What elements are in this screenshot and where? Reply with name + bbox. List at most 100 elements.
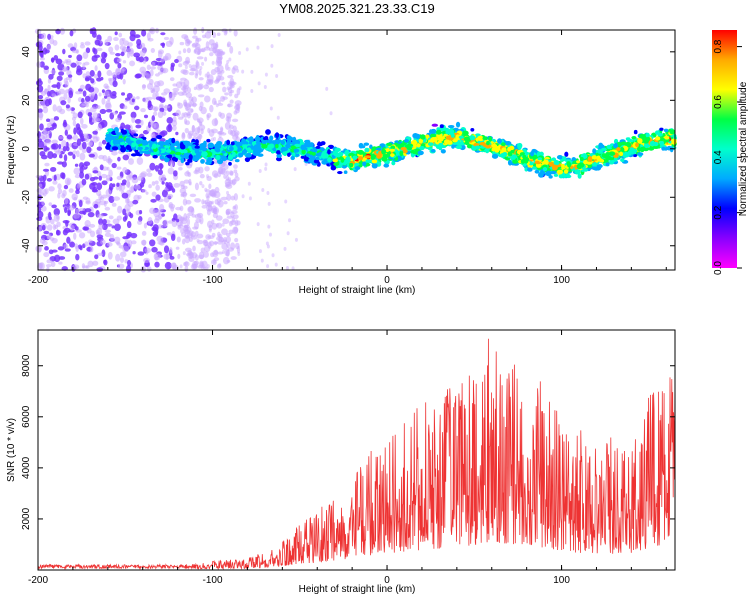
noise-point bbox=[39, 238, 46, 244]
noise-point bbox=[234, 237, 239, 243]
signal-point bbox=[215, 147, 221, 153]
noise-point bbox=[159, 103, 164, 108]
noise-point bbox=[100, 239, 106, 245]
noise-point bbox=[197, 133, 203, 140]
signal-point bbox=[406, 146, 413, 151]
noise-point bbox=[247, 181, 251, 186]
noise-point bbox=[94, 93, 98, 101]
noise-point bbox=[104, 39, 109, 46]
noise-point bbox=[127, 259, 132, 267]
noise-point bbox=[223, 201, 228, 205]
noise-point bbox=[107, 35, 113, 42]
colorbar-label: Normalized spectral amplitude bbox=[738, 81, 749, 216]
noise-point bbox=[216, 32, 221, 36]
signal-point bbox=[337, 171, 343, 175]
signal-point bbox=[282, 150, 288, 157]
noise-point bbox=[220, 196, 228, 201]
noise-point bbox=[188, 71, 195, 76]
noise-point bbox=[206, 264, 210, 269]
noise-point bbox=[168, 93, 175, 101]
signal-point bbox=[494, 146, 501, 151]
noise-point bbox=[76, 138, 82, 146]
signal-point bbox=[255, 146, 262, 153]
noise-point bbox=[53, 208, 61, 216]
noise-point bbox=[57, 246, 65, 251]
noise-point bbox=[103, 259, 107, 265]
signal-point bbox=[313, 159, 320, 164]
noise-point bbox=[79, 166, 84, 174]
noise-point bbox=[56, 161, 64, 165]
noise-point bbox=[208, 86, 214, 93]
noise-point bbox=[169, 255, 175, 260]
signal-point bbox=[623, 151, 629, 158]
noise-point bbox=[228, 229, 234, 235]
signal-point bbox=[592, 162, 597, 168]
noise-point bbox=[182, 185, 188, 190]
noise-point bbox=[270, 44, 274, 49]
signal-point bbox=[301, 149, 306, 155]
noise-point bbox=[229, 81, 237, 86]
noise-point bbox=[187, 206, 194, 213]
signal-point bbox=[550, 170, 557, 175]
signal-point bbox=[228, 161, 232, 166]
noise-point bbox=[166, 232, 173, 236]
signal-point bbox=[659, 127, 664, 131]
noise-point bbox=[216, 70, 222, 75]
noise-point bbox=[96, 136, 100, 142]
signal-point bbox=[646, 136, 651, 142]
noise-point bbox=[83, 226, 89, 231]
noise-point bbox=[225, 170, 230, 176]
noise-point bbox=[211, 60, 215, 65]
noise-point bbox=[38, 95, 44, 100]
noise-point bbox=[236, 68, 240, 73]
noise-point bbox=[209, 52, 214, 57]
noise-point bbox=[46, 224, 53, 231]
noise-point bbox=[104, 62, 110, 70]
noise-point bbox=[76, 183, 81, 189]
signal-point bbox=[553, 173, 559, 177]
noise-point bbox=[141, 230, 147, 236]
noise-point bbox=[81, 263, 86, 269]
noise-point bbox=[131, 116, 136, 124]
noise-point bbox=[204, 31, 212, 39]
signal-point bbox=[433, 136, 438, 143]
noise-point bbox=[64, 248, 71, 252]
noise-point bbox=[184, 102, 191, 111]
noise-point bbox=[241, 69, 245, 74]
noise-point bbox=[87, 260, 94, 268]
noise-point bbox=[98, 175, 102, 181]
signal-point bbox=[206, 138, 211, 143]
noise-point bbox=[155, 27, 159, 34]
noise-point bbox=[200, 128, 204, 135]
signal-point bbox=[601, 147, 607, 151]
noise-point bbox=[52, 180, 58, 185]
signal-point bbox=[281, 147, 288, 152]
noise-point bbox=[150, 48, 155, 53]
noise-point bbox=[106, 166, 110, 171]
noise-point bbox=[43, 145, 48, 152]
signal-point bbox=[556, 155, 563, 160]
signal-point bbox=[165, 149, 172, 153]
noise-point bbox=[99, 164, 104, 171]
noise-point bbox=[118, 32, 123, 38]
noise-point bbox=[63, 77, 68, 86]
signal-point bbox=[269, 143, 275, 149]
signal-point bbox=[469, 135, 476, 141]
signal-point bbox=[620, 158, 625, 163]
signal-point bbox=[416, 143, 421, 148]
noise-point bbox=[219, 130, 223, 135]
noise-point bbox=[185, 235, 190, 240]
signal-point bbox=[200, 158, 205, 164]
noise-point bbox=[175, 109, 181, 117]
signal-point bbox=[655, 136, 661, 141]
noise-point bbox=[215, 103, 219, 108]
signal-point bbox=[340, 157, 345, 163]
signal-point bbox=[261, 139, 267, 145]
signal-point bbox=[371, 162, 378, 169]
noise-point bbox=[222, 96, 228, 100]
noise-point bbox=[196, 233, 204, 239]
signal-point bbox=[605, 162, 610, 167]
noise-point bbox=[67, 210, 71, 217]
noise-point bbox=[55, 229, 60, 236]
noise-point bbox=[230, 129, 234, 136]
